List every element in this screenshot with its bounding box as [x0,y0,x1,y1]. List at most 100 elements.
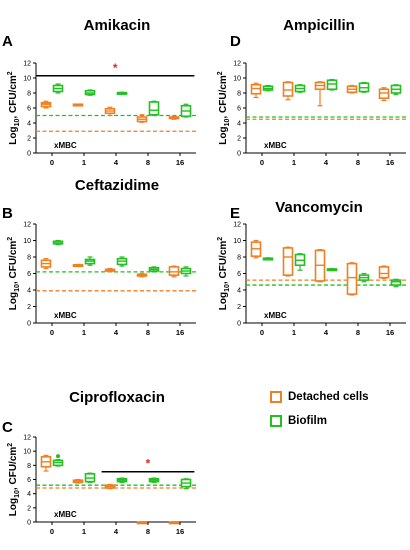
x-axis-label-E: xMBC [264,311,287,320]
y-tick-label-E: 0 [237,321,241,328]
x-tick-label-A: 1 [82,158,86,167]
y-tick-label-D: 12 [233,61,241,68]
x-tick-label-B: 1 [82,328,86,337]
legend-item-detached: Detached cells [270,387,369,407]
y-tick-label-D: 10 [233,76,241,83]
panel-letter-E: E [230,205,240,222]
y-tick-label-B: 2 [27,304,31,311]
x-axis-label-C: xMBC [54,510,77,519]
x-tick-label-B: 8 [146,328,150,337]
x-tick-label-E: 4 [324,328,329,337]
panel-title-A: Amikacin [84,17,151,34]
y-tick-label-A: 2 [27,136,31,143]
y-tick-label-C: 0 [27,520,31,527]
y-tick-label-D: 0 [237,151,241,158]
box-detached-cells-1 [282,247,294,276]
y-tick-label-E: 10 [233,238,241,245]
box-detached-cells-16 [168,266,180,276]
box-detached-cells-1 [282,81,294,97]
y-tick-label-A: 4 [27,121,31,128]
y-tick-label-D: 4 [237,121,241,128]
y-tick-label-E: 8 [237,255,241,262]
y-tick-label-B: 6 [27,271,31,278]
y-tick-label-A: 8 [27,91,31,98]
x-axis-label-A: xMBC [54,141,77,150]
box-biofilm-4 [326,79,338,91]
y-tick-label-C: 4 [27,491,31,498]
y-axis-label-D: Log10, CFU/cm2 [217,71,231,144]
x-tick-label-D: 1 [292,158,296,167]
y-axis-label-A: Log10, CFU/cm2 [7,71,21,144]
panel-title-E: Vancomycin [275,199,363,216]
box-biofilm-16 [390,279,402,286]
panel-title-C: Ciprofloxacin [69,389,165,406]
box-detached-cells-8 [346,262,358,295]
panel-E: E Vancomycin 0 2 4 6 8 10 12 0 1 4 8 16 xMBC Log10, CFU… [217,199,406,337]
panel-title-D: Ampicillin [283,17,355,34]
panel-letter-A: A [2,33,13,50]
y-tick-label-E: 2 [237,304,241,311]
x-tick-label-B: 4 [114,328,119,337]
panel-letter-B: B [2,205,13,222]
y-tick-label-B: 12 [23,222,31,229]
y-tick-label-D: 2 [237,136,241,143]
x-tick-label-A: 8 [146,158,150,167]
x-tick-label-C: 0 [50,527,54,536]
x-tick-label-C: 8 [146,527,150,536]
x-tick-label-E: 1 [292,328,296,337]
y-tick-label-A: 0 [27,151,31,158]
x-tick-label-D: 16 [386,158,394,167]
x-tick-label-A: 16 [176,158,184,167]
y-tick-label-E: 12 [233,222,241,229]
panel-D: D Ampicillin 0 2 4 6 8 10 12 0 1 4 8 16 xMBC Log10, CFU… [217,17,406,167]
panel-title-B: Ceftazidime [75,177,159,194]
box-detached-cells-16 [378,266,390,279]
x-tick-label-C: 16 [176,527,184,536]
y-tick-label-D: 6 [237,106,241,113]
x-tick-label-D: 8 [356,158,360,167]
x-axis-label-D: xMBC [264,141,287,150]
panel-letter-C: C [2,419,13,436]
y-tick-label-B: 10 [23,238,31,245]
legend: Detached cells Biofilm [270,387,369,435]
y-tick-label-C: 6 [27,477,31,484]
x-tick-label-D: 0 [260,158,264,167]
outlier-point [56,454,60,459]
y-tick-label-B: 4 [27,288,31,295]
x-tick-label-A: 0 [50,158,54,167]
y-tick-label-E: 6 [237,271,241,278]
y-tick-label-C: 12 [23,435,31,442]
panel-A: A Amikacin 0 2 4 6 8 10 12 0 1 4 8 16 xMBC Log10, CFU/c… [2,17,196,167]
legend-label-biofilm: Biofilm [288,415,327,427]
x-tick-label-E: 0 [260,328,264,337]
y-axis-label-C: Log10, CFU/cm2 [7,443,21,516]
x-tick-label-B: 16 [176,328,184,337]
x-tick-label-C: 4 [114,527,119,536]
legend-swatch-detached [270,391,282,403]
y-tick-label-A: 6 [27,106,31,113]
x-tick-label-D: 4 [324,158,329,167]
legend-swatch-biofilm [270,415,282,427]
legend-item-biofilm: Biofilm [270,411,369,431]
panel-C: C Ciprofloxacin 0 2 4 6 8 10 12 0 1 4 8 16 xMBC Log10, … [2,389,196,536]
box-detached-cells-16 [378,88,390,100]
y-tick-label-D: 8 [237,91,241,98]
x-axis-label-B: xMBC [54,311,77,320]
x-tick-label-E: 16 [386,328,394,337]
box-detached-cells-0 [250,83,262,95]
box-biofilm-8 [148,101,160,116]
y-tick-label-B: 0 [27,321,31,328]
y-tick-label-C: 8 [27,463,31,470]
legend-label-detached: Detached cells [288,391,369,403]
y-tick-label-B: 8 [27,255,31,262]
x-tick-label-B: 0 [50,328,54,337]
y-tick-label-A: 10 [23,76,31,83]
y-tick-label-C: 10 [23,449,31,456]
panel-letter-D: D [230,33,241,50]
y-tick-label-A: 12 [23,61,31,68]
significance-marker-A: * [113,61,118,75]
y-axis-label-B: Log10, CFU/cm2 [7,237,21,310]
significance-marker-C: * [146,457,151,471]
panel-B: B Ceftazidime 0 2 4 6 8 10 12 0 1 4 8 16 xMBC Log10, CF… [2,177,196,337]
